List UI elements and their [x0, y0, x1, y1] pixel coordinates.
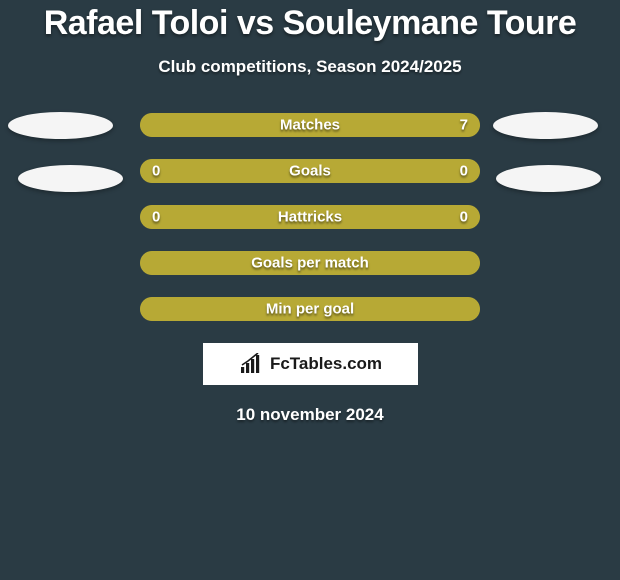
bar-right-fill: [310, 159, 480, 183]
stat-row: Hattricks 0 0: [140, 205, 480, 229]
comparison-card: Rafael Toloi vs Souleymane Toure Club co…: [0, 0, 620, 425]
stat-value-right: 0: [460, 209, 468, 226]
stat-value-left: 0: [152, 163, 160, 180]
bar-left-fill: [140, 159, 310, 183]
player-avatar-left-2: [18, 165, 123, 192]
chart-icon: [238, 353, 264, 375]
subtitle: Club competitions, Season 2024/2025: [158, 57, 461, 77]
stat-row: Min per goal: [140, 297, 480, 321]
stat-label: Matches: [280, 117, 340, 134]
attribution-text: FcTables.com: [270, 354, 382, 374]
stat-value-left: 0: [152, 209, 160, 226]
date-label: 10 november 2024: [236, 405, 383, 425]
stat-label: Min per goal: [266, 301, 354, 318]
player-avatar-left-1: [8, 112, 113, 139]
page-title: Rafael Toloi vs Souleymane Toure: [44, 4, 577, 43]
stat-label: Goals per match: [251, 255, 369, 272]
stat-label: Goals: [289, 163, 331, 180]
stat-value-right: 0: [460, 163, 468, 180]
player-avatar-right-1: [493, 112, 598, 139]
stats-area: Matches 7 Goals 0 0 Hattricks 0 0 Goals per matc…: [0, 113, 620, 321]
stat-label: Hattricks: [278, 209, 342, 226]
stat-row: Goals 0 0: [140, 159, 480, 183]
stat-value-right: 7: [460, 117, 468, 134]
attribution-badge: FcTables.com: [203, 343, 418, 385]
stat-row: Matches 7: [140, 113, 480, 137]
stat-row: Goals per match: [140, 251, 480, 275]
player-avatar-right-2: [496, 165, 601, 192]
